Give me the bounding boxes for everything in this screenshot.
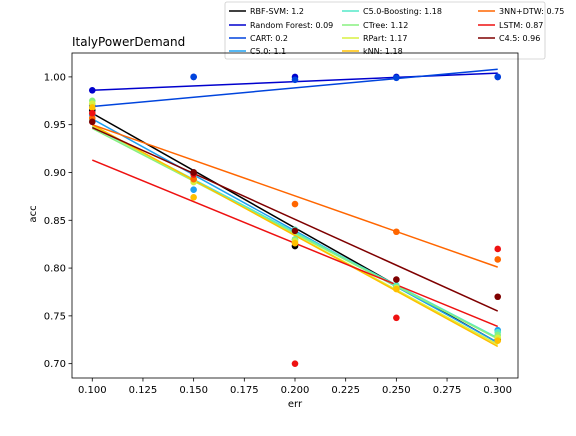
data-point-3-1 (190, 186, 197, 193)
legend-label-2: CART: 0.2 (250, 34, 288, 43)
legend-label-1: Random Forest: 0.09 (250, 21, 333, 30)
data-point-7-4 (494, 337, 502, 345)
data-point-1-0 (88, 86, 96, 94)
data-point-8-2 (291, 200, 299, 208)
x-tick-label-0: 0.100 (78, 385, 107, 396)
series-line-10 (91, 126, 499, 312)
x-axis-ticks: 0.100 0.125 0.150 0.175 0.200 0.225 0.250 0.275… (78, 378, 512, 396)
data-point-7-3 (393, 285, 400, 293)
x-tick-label-3: 0.175 (230, 385, 259, 396)
x-tick-label-2: 0.150 (179, 385, 208, 396)
data-point-9-0 (88, 109, 96, 117)
series-line-8 (92, 123, 498, 268)
data-point-10-1 (190, 169, 197, 176)
plot-area (71, 52, 519, 379)
data-point-2-4 (494, 73, 502, 81)
series-line-2 (92, 68, 498, 108)
legend-label-3: C5.0: 1.1 (250, 47, 286, 56)
series-line-7 (91, 124, 499, 348)
data-point-2-3 (393, 74, 400, 82)
x-tick-label-5: 0.225 (331, 385, 360, 396)
data-point-2-1 (190, 73, 197, 81)
y-axis-ticks: 0.70 0.75 0.80 0.85 0.90 0.95 1.00 (44, 72, 72, 370)
legend-label-0: RBF-SVM: 1.2 (250, 7, 304, 16)
legend-label-9: LSTM: 0.87 (499, 21, 543, 30)
y-tick-label-4: 0.90 (44, 168, 66, 179)
data-point-9-4 (494, 245, 502, 253)
data-point-10-4 (494, 293, 502, 301)
x-tick-label-1: 0.125 (129, 385, 158, 396)
legend-label-8: 3NN+DTW: 0.75 (499, 7, 564, 16)
data-point-9-2 (291, 360, 299, 367)
y-tick-label-1: 0.75 (44, 311, 66, 322)
x-tick-label-4: 0.200 (281, 385, 310, 396)
legend-label-7: kNN: 1.18 (363, 47, 403, 56)
data-point-2-2 (291, 76, 299, 84)
x-tick-label-8: 0.300 (483, 385, 512, 396)
legend-label-6: RPart: 1.17 (363, 34, 407, 43)
legend-label-4: C5.0-Boosting: 1.18 (363, 7, 442, 16)
x-tick-label-6: 0.250 (382, 385, 411, 396)
y-tick-label-3: 0.85 (44, 216, 66, 227)
legend-box (224, 1, 546, 60)
legend-label-5: CTree: 1.12 (363, 21, 408, 30)
data-point-9-3 (393, 314, 400, 322)
data-point-7-1 (190, 194, 197, 201)
data-point-10-3 (393, 276, 400, 283)
data-point-8-3 (393, 228, 400, 236)
data-point-10-2 (291, 227, 299, 235)
data-point-7-2 (291, 239, 299, 247)
chart-title: ItalyPowerDemand (72, 35, 185, 49)
x-tick-label-7: 0.275 (433, 385, 462, 396)
y-tick-label-5: 0.95 (44, 120, 66, 131)
y-tick-label-6: 1.00 (44, 72, 66, 83)
y-tick-label-2: 0.80 (44, 264, 66, 275)
y-axis-label: acc (28, 205, 39, 222)
legend-label-10: C4.5: 0.96 (499, 34, 540, 43)
data-point-8-1 (190, 175, 197, 183)
legend: RBF-SVM: 1.2 Random Forest: 0.09 CART: 0.2… (224, 1, 564, 60)
y-tick-label-0: 0.70 (44, 359, 66, 370)
x-axis-label: err (288, 399, 303, 410)
data-point-8-4 (494, 256, 502, 263)
data-point-10-0 (88, 118, 96, 126)
data-point-7-0 (88, 104, 96, 111)
